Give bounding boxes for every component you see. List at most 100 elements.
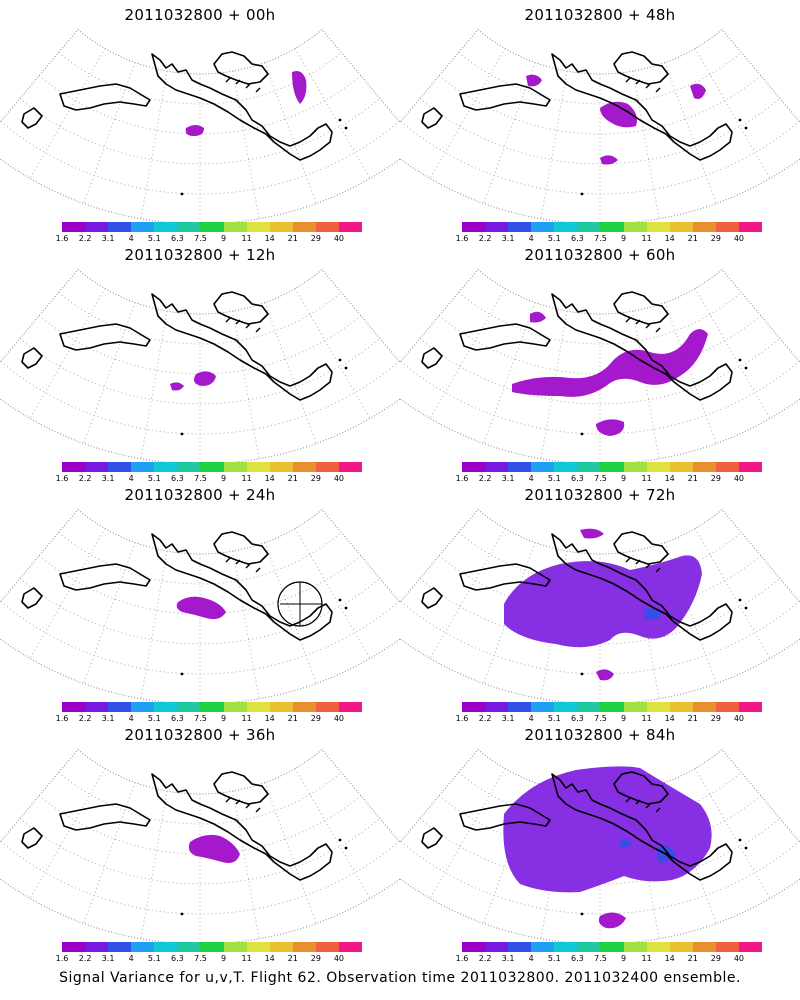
colorbar-label: 21 [287,714,298,723]
longitude-gridline [694,48,771,179]
latitude-gridline [400,121,800,195]
colorbar-label: 29 [310,474,321,483]
map-boundary [721,749,800,844]
map-84h [400,749,800,944]
colorbar-swatch [62,702,86,712]
longitude-gridline [29,288,106,419]
longitude-gridline [140,551,168,699]
colorbar-swatch [246,942,270,952]
map-boundary [77,749,323,795]
colorbar-label: 2.2 [78,714,92,723]
longitude-gridline [540,71,568,219]
colorbar-swatch [108,462,132,472]
variance-contour [503,766,712,893]
colorbar-label: 6.3 [571,234,584,243]
colorbar-swatch [692,942,716,952]
longitude-gridline [694,288,771,419]
colorbar-swatch [577,462,601,472]
colorbar-swatch [292,942,316,952]
colorbar-label: 4 [528,714,534,723]
colorbar-swatch [508,462,532,472]
colorbar-swatch [315,462,339,472]
map-boundary [0,878,400,944]
colorbar-label: 4 [128,714,134,723]
coastline [551,533,733,641]
variance-contour [600,101,637,128]
panel-84h: 2011032800 + 84h 1.6 2.2 3.1 4 5.1 6.3 7.5 9 11 1… [400,720,800,963]
colorbar-swatch [715,462,739,472]
colorbar-swatch [200,702,224,712]
coastline [225,77,261,93]
colorbar-label: 2.2 [78,954,92,963]
panel-title: 2011032800 + 72h [524,486,676,504]
colorbar-swatch [292,222,316,232]
longitude-gridline [264,62,317,204]
variance-contour [170,382,184,391]
map-boundary [0,29,79,124]
colorbar-label: 6.3 [171,714,184,723]
colorbar-label: 1.6 [55,954,69,963]
longitude-gridline [83,62,136,204]
longitude-gridline [140,311,168,459]
coastline [613,771,669,805]
colorbar-swatch [554,702,578,712]
colorbar-label: 4 [128,954,134,963]
coastline [21,587,43,609]
map-24h [0,509,400,704]
variance-contour [194,371,216,386]
colorbar-label: 21 [287,234,298,243]
colorbar-labels: 1.6 2.2 3.1 4 5.1 6.3 7.5 9 11 14 21 29 40 [450,474,774,484]
colorbar-label: 3.1 [101,954,115,963]
island [738,118,742,122]
island [338,118,342,122]
colorbar-swatch [108,942,132,952]
island [744,126,748,130]
colorbar-label: 14 [264,714,275,723]
colorbar-label: 14 [664,714,675,723]
colorbar-swatch [600,462,624,472]
colorbar-label: 40 [733,474,745,483]
figure-caption: Signal Variance for u,v,T. Flight 62. Ob… [59,970,741,986]
variance-contour [598,912,626,929]
map-boundary [0,509,79,604]
colorbar-label: 6.3 [571,714,584,723]
colorbar-label: 9 [620,234,627,243]
colorbar-swatch [646,222,670,232]
colorbar-swatch [85,942,109,952]
colorbar-swatch [269,942,293,952]
colorbar-swatch [269,222,293,232]
longitude-gridline [264,302,317,444]
colorbar-swatch [269,462,293,472]
colorbar-label: 4 [128,474,134,483]
colorbar-swatch [623,702,647,712]
longitude-gridline [694,768,771,899]
colorbar-swatch [623,462,647,472]
island [580,672,584,676]
panel-title: 2011032800 + 00h [124,6,276,24]
colorbar-label: 7.5 [594,954,607,963]
coastline [421,347,443,369]
colorbar-label: 21 [687,474,698,483]
colorbar-swatch [692,222,716,232]
island [744,606,748,610]
longitude-gridline [632,311,660,459]
map-boundary [477,29,723,75]
colorbar-label: 2.2 [478,234,492,243]
colorbar-swatch [715,942,739,952]
colorbar-label: 3.1 [101,474,115,483]
colorbar-swatch [485,702,509,712]
island [344,846,348,850]
colorbar-swatch [531,702,555,712]
colorbar-label: 7.5 [594,234,607,243]
map-boundary [0,749,79,844]
colorbar-swatch [292,462,316,472]
colorbar-label: 11 [241,234,252,243]
colorbar-label: 11 [641,714,652,723]
colorbar-label: 2.2 [478,714,492,723]
colorbar-labels: 1.6 2.2 3.1 4 5.1 6.3 7.5 9 11 14 21 29 40 [450,714,774,724]
island [580,432,584,436]
longitude-gridline [264,542,317,684]
map-boundary [721,29,800,124]
panel-60h: 2011032800 + 60h 1.6 2.2 3.1 4 5.1 6.3 7.5 9 11 1… [400,240,800,483]
colorbar-swatch [200,462,224,472]
